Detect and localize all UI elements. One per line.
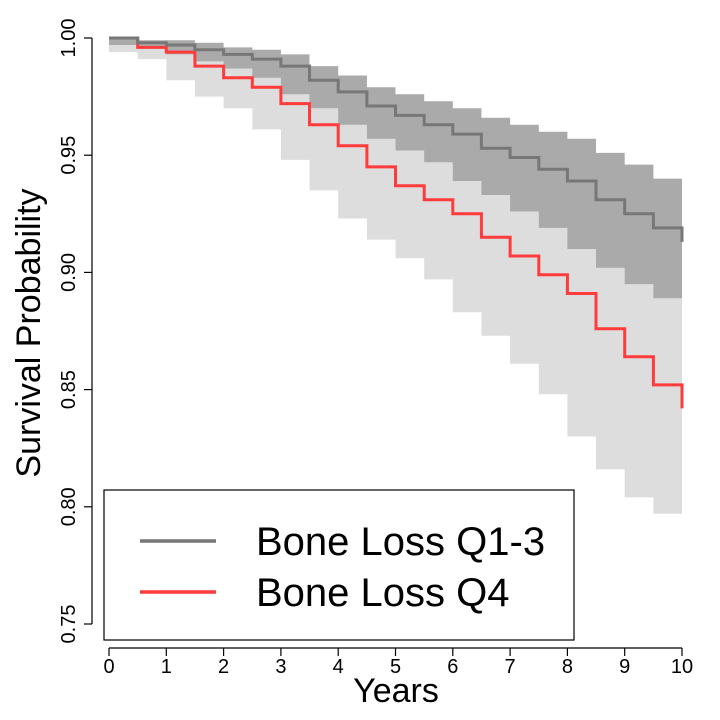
legend-box: [103, 489, 575, 641]
x-axis-ticks: 0 1 2 3 4 5 6 7 8 9 10: [103, 648, 693, 678]
x-tick-label-2: 2: [218, 656, 229, 678]
x-tick-label-6: 6: [447, 656, 458, 678]
x-tick-label-3: 3: [275, 656, 286, 678]
legend-label-bone-loss-q4: Bone Loss Q4: [256, 571, 510, 615]
y-axis-title: Survival Probability: [10, 188, 48, 477]
y-tick-label-0.80: 0.80: [58, 487, 80, 526]
survival-lines: [109, 36, 684, 409]
legend: Bone Loss Q1-3 Bone Loss Q4: [103, 489, 575, 641]
x-tick-label-5: 5: [390, 656, 401, 678]
y-tick-label-0.90: 0.90: [58, 253, 80, 292]
y-tick-label-0.75: 0.75: [58, 605, 80, 644]
y-tick-label-1.00: 1.00: [58, 19, 80, 58]
survival-line-bone-loss-q1-3: [109, 36, 684, 242]
x-tick-label-7: 7: [505, 656, 516, 678]
x-tick-label-10: 10: [671, 656, 693, 678]
y-tick-label-0.85: 0.85: [58, 370, 80, 409]
y-axis-ticks: 0.75 0.80 0.85 0.90 0.95 1.00: [58, 19, 92, 644]
x-tick-label-0: 0: [103, 656, 114, 678]
legend-label-bone-loss-q1-3: Bone Loss Q1-3: [256, 520, 545, 564]
x-tick-label-8: 8: [562, 656, 573, 678]
y-tick-label-0.95: 0.95: [58, 136, 80, 175]
survival-line-bone-loss-q4: [109, 36, 684, 409]
x-tick-label-4: 4: [333, 656, 344, 678]
x-tick-label-9: 9: [619, 656, 630, 678]
x-tick-label-1: 1: [161, 656, 172, 678]
x-axis-title: Years: [353, 672, 439, 710]
